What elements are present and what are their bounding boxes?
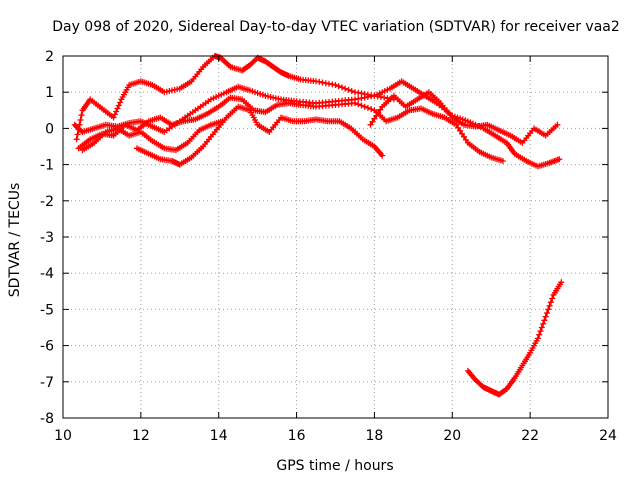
y-axis-label: SDTVAR / TECUs	[7, 183, 23, 298]
x-tick-label: 16	[288, 428, 306, 444]
series-arc-6	[367, 89, 561, 146]
y-tick-label: -5	[40, 302, 54, 318]
y-tick-label: -6	[40, 339, 54, 355]
x-tick-label: 14	[210, 428, 228, 444]
x-axis-label: GPS time / hours	[276, 458, 393, 474]
y-tick-label: -2	[40, 194, 54, 210]
x-tick-label: 22	[521, 428, 539, 444]
y-tick-label: -1	[40, 158, 54, 174]
series-arc-4	[79, 118, 226, 154]
y-tick-label: -3	[40, 230, 54, 246]
y-tick-label: -7	[40, 375, 54, 391]
y-tick-label: 0	[45, 121, 54, 137]
y-tick-label: 1	[45, 85, 54, 101]
series-markers	[134, 103, 386, 168]
series-markers	[464, 279, 565, 398]
series-markers	[367, 89, 561, 146]
x-tick-label: 20	[443, 428, 461, 444]
chart-title: Day 098 of 2020, Sidereal Day-to-day VTE…	[52, 19, 620, 35]
series-arc-1	[73, 53, 397, 143]
y-tick-label: -8	[40, 411, 54, 427]
x-tick-label: 18	[366, 428, 384, 444]
x-tick-label: 12	[132, 428, 150, 444]
series-markers	[79, 118, 226, 154]
y-tick-label: 2	[45, 49, 54, 65]
x-tick-label: 10	[54, 428, 72, 444]
series-layer	[71, 53, 565, 398]
series-markers	[73, 53, 397, 143]
axis-ticks	[62, 55, 609, 419]
x-tick-label: 24	[599, 428, 617, 444]
series-arc-5	[134, 103, 386, 168]
series-line	[136, 105, 384, 166]
y-tick-label: -4	[40, 266, 54, 282]
series-arc-7	[464, 279, 565, 398]
